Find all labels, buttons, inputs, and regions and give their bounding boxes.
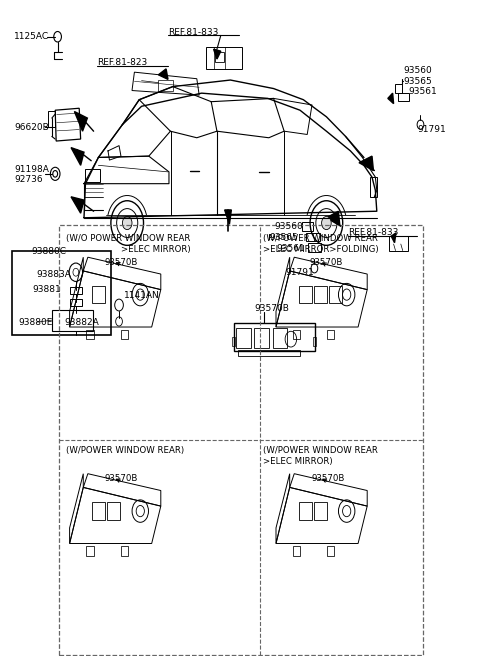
Bar xyxy=(306,233,320,241)
Text: 1125AC: 1125AC xyxy=(14,32,49,41)
Polygon shape xyxy=(391,233,396,243)
Bar xyxy=(370,177,377,197)
Bar xyxy=(215,52,224,62)
Text: 93570B: 93570B xyxy=(310,258,343,267)
Polygon shape xyxy=(225,210,231,224)
Bar xyxy=(389,236,408,251)
Text: 96620B: 96620B xyxy=(14,123,49,132)
Text: 93881: 93881 xyxy=(33,285,61,294)
Text: REF.81-833: REF.81-833 xyxy=(168,28,218,37)
Text: 93570B: 93570B xyxy=(311,474,345,483)
Text: 93565: 93565 xyxy=(403,77,432,86)
Text: 91198A: 91198A xyxy=(14,165,49,174)
Bar xyxy=(254,328,269,348)
Text: 91791: 91791 xyxy=(286,268,314,277)
Bar xyxy=(398,93,409,101)
Text: 93570B: 93570B xyxy=(254,304,289,314)
Text: 92736: 92736 xyxy=(14,174,43,184)
Text: (W/POWER WINDOW REAR
>ELEC MIRROR>FOLDING): (W/POWER WINDOW REAR >ELEC MIRROR>FOLDIN… xyxy=(263,234,379,254)
Text: (W/O POWER WINDOW REAR
>ELEC MIRROR): (W/O POWER WINDOW REAR >ELEC MIRROR) xyxy=(66,234,191,254)
Text: 93561: 93561 xyxy=(276,244,305,253)
Bar xyxy=(273,328,287,348)
Polygon shape xyxy=(71,197,84,213)
Polygon shape xyxy=(71,148,84,165)
Polygon shape xyxy=(158,69,168,79)
Bar xyxy=(308,243,321,252)
Bar xyxy=(12,251,111,335)
Text: 93883A: 93883A xyxy=(36,270,71,279)
Text: 93880C: 93880C xyxy=(31,247,66,256)
Text: 93560: 93560 xyxy=(275,222,303,231)
Text: REF.81-833: REF.81-833 xyxy=(348,228,399,237)
Bar xyxy=(206,47,242,69)
Bar xyxy=(238,350,300,356)
Text: REF.81-823: REF.81-823 xyxy=(97,58,148,68)
Text: 91791: 91791 xyxy=(418,125,446,134)
Circle shape xyxy=(122,216,132,230)
Bar xyxy=(313,337,316,346)
Bar xyxy=(48,111,55,127)
Text: 1141AN: 1141AN xyxy=(124,291,159,300)
Bar xyxy=(236,328,251,348)
Bar xyxy=(395,84,402,93)
Polygon shape xyxy=(74,112,87,131)
Bar xyxy=(59,225,423,655)
Bar xyxy=(70,287,82,294)
Bar xyxy=(85,169,100,182)
Text: (W/POWER WINDOW REAR): (W/POWER WINDOW REAR) xyxy=(66,446,184,455)
Circle shape xyxy=(322,216,331,230)
Bar xyxy=(234,323,315,351)
Text: 93570B: 93570B xyxy=(105,474,138,483)
Text: 93560: 93560 xyxy=(403,66,432,75)
Polygon shape xyxy=(214,49,221,59)
Text: 93882A: 93882A xyxy=(65,318,99,327)
Bar xyxy=(158,80,173,91)
Bar xyxy=(70,299,82,306)
Text: 93561: 93561 xyxy=(408,87,437,96)
Polygon shape xyxy=(388,93,394,104)
Polygon shape xyxy=(326,211,340,226)
Bar xyxy=(232,337,235,346)
Text: 93880E: 93880E xyxy=(18,318,53,327)
Text: 93570B: 93570B xyxy=(105,258,138,267)
Text: 93565: 93565 xyxy=(270,233,299,242)
Text: (W/POWER WINDOW REAR
>ELEC MIRROR): (W/POWER WINDOW REAR >ELEC MIRROR) xyxy=(263,446,378,466)
Bar xyxy=(302,222,313,231)
Polygon shape xyxy=(359,156,373,171)
Bar xyxy=(52,310,93,331)
